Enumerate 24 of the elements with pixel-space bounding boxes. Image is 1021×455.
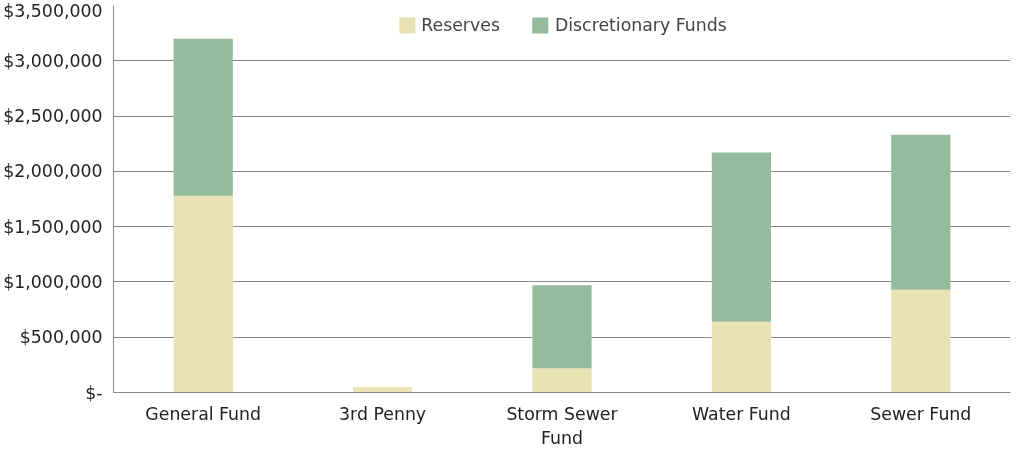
x-tick-label: 3rd Penny xyxy=(339,403,427,424)
bar xyxy=(532,285,592,369)
y-tick-label: $2,000,000 xyxy=(3,161,103,182)
bar xyxy=(711,321,771,393)
legend-label: Discretionary Funds xyxy=(554,15,727,35)
y-tick-label: $1,000,000 xyxy=(3,271,103,292)
y-tick-label: $3,500,000 xyxy=(3,0,103,21)
y-tick-label: $1,500,000 xyxy=(3,216,103,237)
legend-label: Reserves xyxy=(421,15,500,35)
bar xyxy=(353,386,413,393)
y-tick-label: $2,500,000 xyxy=(3,106,103,127)
bar xyxy=(173,38,233,196)
bar xyxy=(532,368,592,393)
bar xyxy=(891,289,951,393)
y-tick-label: $- xyxy=(85,382,103,403)
x-tick-label: General Fund xyxy=(145,403,262,424)
bar xyxy=(173,195,233,393)
x-tick-label: Water Fund xyxy=(692,403,791,424)
y-tick-label: $3,000,000 xyxy=(3,50,103,71)
y-tick-label: $500,000 xyxy=(19,327,103,348)
bar xyxy=(711,152,771,322)
x-tick-label: Storm Sewer Fund xyxy=(506,403,619,448)
x-tick-label: Sewer Fund xyxy=(870,403,972,424)
bar xyxy=(891,134,951,290)
